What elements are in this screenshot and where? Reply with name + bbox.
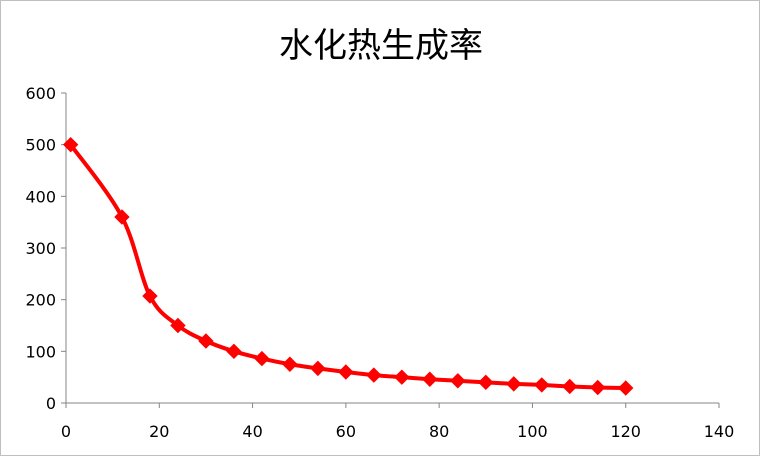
data-point-marker: [338, 364, 354, 380]
data-point-marker: [534, 377, 550, 393]
x-tick-label: 120: [610, 422, 641, 441]
data-point-marker: [198, 333, 214, 349]
data-point-marker: [562, 378, 578, 395]
data-point-marker: [366, 367, 382, 383]
x-tick-label: 80: [429, 422, 449, 441]
data-point-marker: [142, 288, 158, 304]
y-tick-label: 400: [25, 187, 56, 206]
data-point-marker: [590, 379, 606, 396]
data-point-marker: [310, 360, 326, 377]
x-tick-label: 40: [242, 422, 262, 441]
series-line: [68, 142, 628, 391]
y-tick-label: 200: [25, 291, 56, 310]
series-layer: [62, 136, 634, 396]
chart-title: 水化热生成率: [279, 26, 483, 66]
data-point-marker: [422, 371, 438, 387]
axes: 0 100 200 300 400 500 600 0 20 40 60 80 100 120 140: [25, 84, 734, 441]
x-tick-label: 140: [704, 422, 735, 441]
y-tick-label: 300: [25, 239, 56, 258]
data-point-marker: [226, 343, 242, 360]
data-point-marker: [618, 380, 634, 396]
y-tick-label: 600: [25, 84, 56, 103]
data-point-marker: [450, 373, 466, 389]
x-tick-label: 100: [517, 422, 548, 441]
x-tick-label: 60: [336, 422, 356, 441]
y-tick-label: 500: [25, 136, 56, 155]
x-tick-label: 0: [61, 422, 71, 441]
data-point-marker: [170, 317, 186, 334]
data-point-marker: [394, 369, 410, 385]
x-tick-label: 20: [149, 422, 169, 441]
data-point-marker: [282, 356, 298, 372]
data-point-marker: [478, 374, 494, 391]
data-point-marker: [62, 136, 79, 153]
y-tick-label: 0: [46, 394, 56, 413]
y-tick-label: 100: [25, 342, 56, 361]
data-point-marker: [254, 350, 270, 367]
data-point-marker: [114, 209, 130, 225]
data-point-marker: [506, 376, 522, 392]
